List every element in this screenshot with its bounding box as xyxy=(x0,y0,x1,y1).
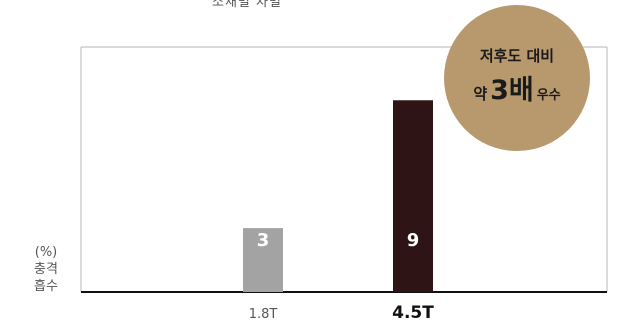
comparison-badge: 저후도 대비 약 3배 우수 xyxy=(444,5,590,151)
bars xyxy=(243,100,433,293)
badge-prefix: 약 xyxy=(473,85,488,103)
bar-value-label: 9 xyxy=(407,230,420,251)
bar-4.5T xyxy=(393,100,433,293)
badge-suffix: 우수 xyxy=(536,88,561,103)
bar-value-label: 3 xyxy=(257,230,270,251)
badge-highlight: 3배 xyxy=(490,75,534,106)
category-label: 4.5T xyxy=(392,303,434,323)
y-axis-unit: (%) xyxy=(34,245,58,260)
badge-line1: 저후도 대비 xyxy=(479,47,555,65)
y-axis-label-line2: 흡수 xyxy=(34,279,58,294)
badge-line2: 약 3배 우수 xyxy=(473,68,560,107)
y-axis-label-line1: 충격 xyxy=(34,262,58,277)
y-axis-label: (%) 충격 흡수 xyxy=(22,244,70,295)
bar-1.8T xyxy=(243,228,283,292)
category-label: 1.8T xyxy=(249,307,278,322)
category-labels: 1.8T 4.5T xyxy=(249,303,435,323)
chart-top-caption: 소재별 차별 xyxy=(212,0,282,10)
